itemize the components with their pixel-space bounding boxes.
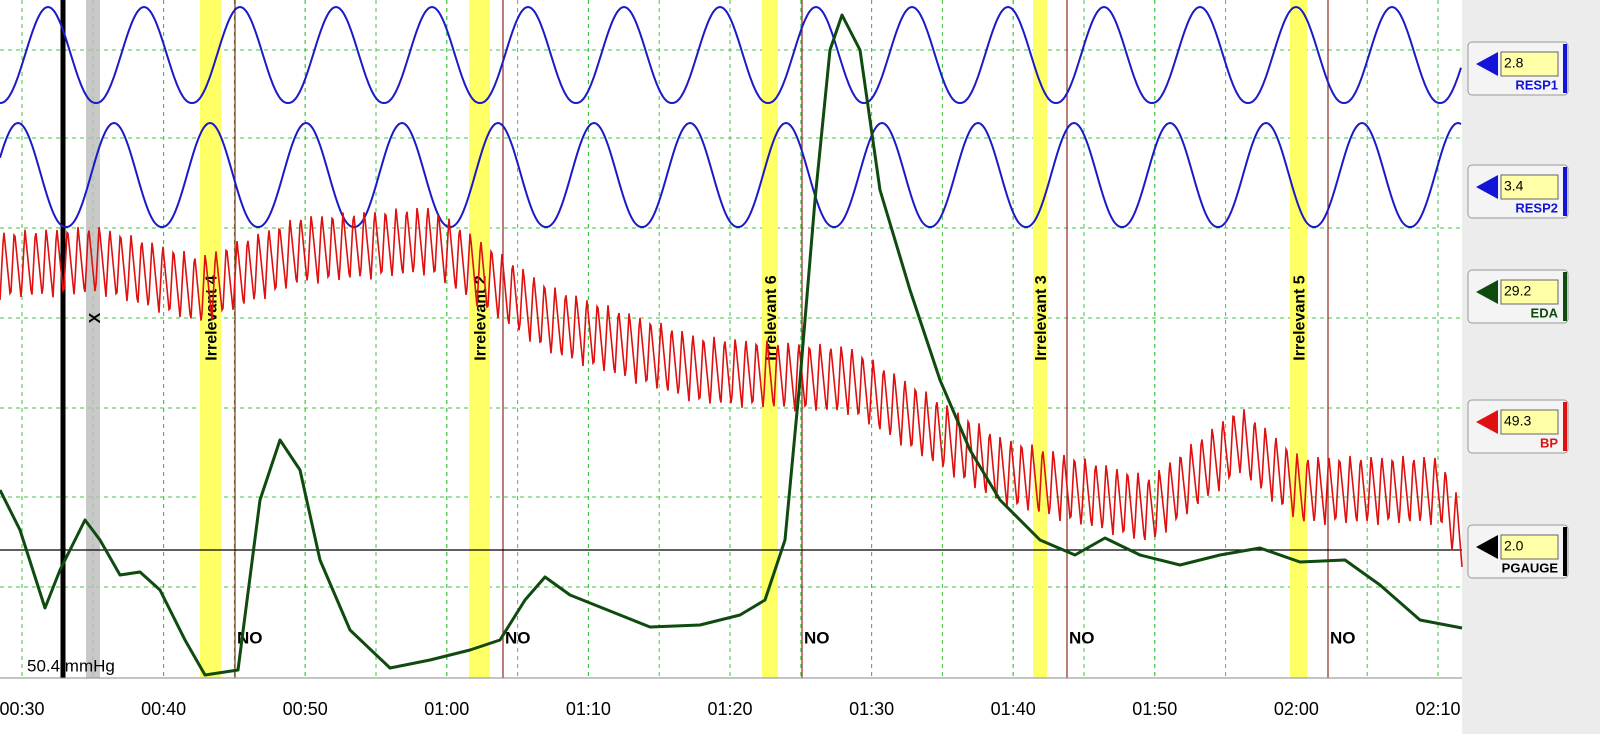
channel-value-box (1500, 51, 1559, 77)
time-label: 00:30 (0, 699, 45, 719)
question-band (469, 0, 490, 678)
channel-name: RESP2 (1515, 200, 1558, 215)
question-label: Irrelevant 3 (1033, 275, 1050, 360)
channel-panel (1462, 0, 1600, 734)
question-label: Irrelevant 6 (763, 275, 780, 360)
channel-arrow (1476, 410, 1498, 434)
channel-value-box (1500, 174, 1559, 200)
channel-value: 29.2 (1504, 283, 1531, 299)
marker-label: X (87, 312, 104, 323)
chart-background (0, 0, 1462, 734)
resp2-trace (0, 121, 1462, 229)
channel-color-bar (1563, 527, 1567, 576)
channel-name: EDA (1531, 305, 1559, 320)
channel-color-bar (1563, 272, 1567, 321)
channel-color-bar (1563, 44, 1567, 93)
answer-label: NO (1069, 628, 1095, 647)
channel-value-box (1500, 409, 1559, 435)
time-label: 01:00 (424, 699, 469, 719)
question-label: Irrelevant 5 (1292, 275, 1309, 360)
channel-name: RESP1 (1515, 77, 1558, 92)
time-label: 01:50 (1132, 699, 1177, 719)
time-label: 01:30 (849, 699, 894, 719)
channel-value-box (1500, 279, 1559, 305)
marker-band (86, 0, 100, 678)
channel-value: 3.4 (1504, 178, 1524, 194)
channel-arrow (1476, 52, 1498, 76)
question-band (1033, 0, 1047, 678)
channel-arrow (1476, 175, 1498, 199)
channel-value: 49.3 (1504, 413, 1531, 429)
channel-color-bar (1563, 402, 1567, 451)
answer-label: NO (1330, 628, 1356, 647)
answer-label: NO (804, 628, 830, 647)
time-label: 02:00 (1274, 699, 1319, 719)
channel-arrow (1476, 535, 1498, 559)
question-band (762, 0, 778, 678)
channel-arrow (1476, 280, 1498, 304)
resp1-trace (0, 5, 1462, 105)
channel-name: BP (1540, 435, 1558, 450)
channel-name: PGAUGE (1502, 560, 1559, 575)
time-label: 01:10 (566, 699, 611, 719)
channel-value: 2.8 (1504, 55, 1524, 71)
time-label: 00:40 (141, 699, 186, 719)
time-label: 01:20 (707, 699, 752, 719)
channel-value-box (1500, 534, 1559, 560)
channel-value: 2.0 (1504, 538, 1524, 554)
time-label: 01:40 (991, 699, 1036, 719)
time-label: 00:50 (283, 699, 328, 719)
channel-color-bar (1563, 167, 1567, 216)
eda-trace (0, 13, 1463, 677)
time-label: 02:10 (1415, 699, 1460, 719)
answer-label: NO (505, 628, 531, 647)
question-band (200, 0, 221, 678)
scale-label: 50.4 mmHg (27, 656, 115, 675)
bp-trace (0, 207, 1463, 567)
